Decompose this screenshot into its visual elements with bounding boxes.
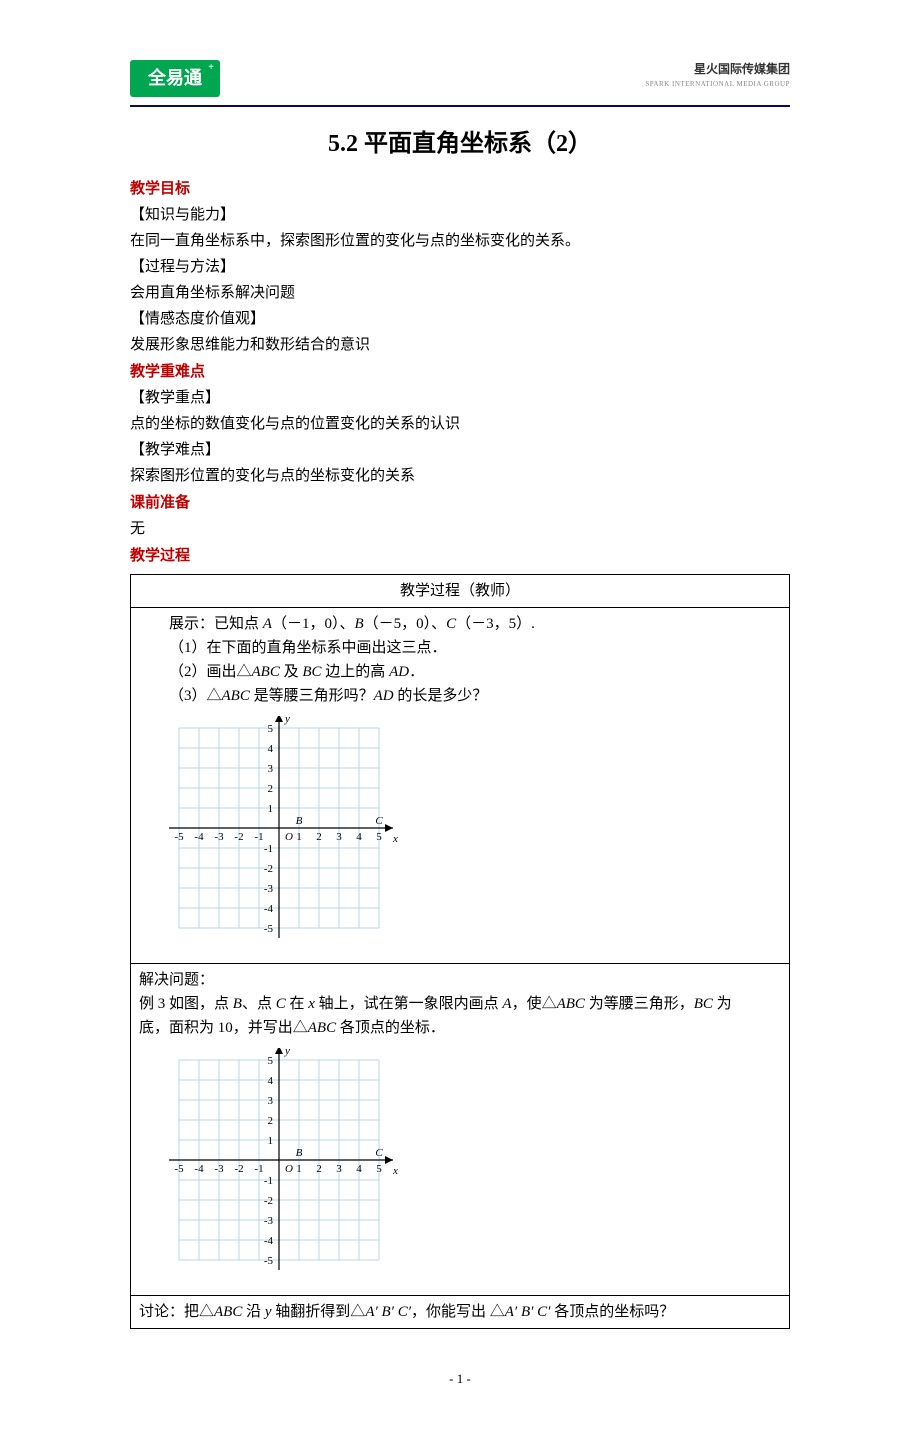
svg-text:1: 1 bbox=[268, 803, 274, 815]
company-name: 星火国际传媒集团 bbox=[645, 60, 790, 79]
process-label: 【过程与方法】 bbox=[130, 255, 790, 279]
emotion-label: 【情感态度价值观】 bbox=[130, 307, 790, 331]
svg-text:2: 2 bbox=[268, 1115, 274, 1127]
svg-text:2: 2 bbox=[268, 783, 274, 795]
svg-text:B: B bbox=[296, 815, 303, 827]
item-3: （3）△ABC 是等腰三角形吗？AD 的长是多少？ bbox=[139, 684, 781, 708]
svg-text:5: 5 bbox=[268, 1055, 274, 1067]
section-proc: 教学过程 bbox=[130, 544, 790, 568]
svg-text:3: 3 bbox=[336, 1163, 342, 1175]
svg-text:-1: -1 bbox=[254, 1163, 263, 1175]
svg-text:-5: -5 bbox=[264, 1255, 274, 1267]
svg-text:3: 3 bbox=[336, 831, 342, 843]
svg-text:-5: -5 bbox=[264, 923, 274, 935]
svg-text:-4: -4 bbox=[194, 831, 204, 843]
diff-text: 探索图形位置的变化与点的坐标变化的关系 bbox=[130, 464, 790, 488]
svg-text:2: 2 bbox=[316, 831, 322, 843]
emotion-text: 发展形象思维能力和数形结合的意识 bbox=[130, 333, 790, 357]
svg-text:-1: -1 bbox=[264, 1175, 273, 1187]
section-keydiff: 教学重难点 bbox=[130, 360, 790, 384]
table-row-2: 解决问题： 例 3 如图，点 B、点 C 在 x 轴上，试在第一象限内画点 A，… bbox=[131, 964, 790, 1296]
diff-label: 【教学难点】 bbox=[130, 438, 790, 462]
table-row-1: 展示：已知点 A（－1，0）、B（－5，0）、C（－3，5）. （1）在下面的直… bbox=[131, 608, 790, 964]
svg-text:4: 4 bbox=[356, 831, 362, 843]
svg-text:-2: -2 bbox=[264, 1195, 273, 1207]
svg-text:1: 1 bbox=[268, 1135, 274, 1147]
svg-text:1: 1 bbox=[296, 831, 302, 843]
svg-text:y: y bbox=[284, 716, 290, 725]
example-line2: 底，面积为 10，并写出△ABC 各顶点的坐标． bbox=[139, 1016, 781, 1040]
grid-chart-1: -5 -4 -3 -2 -1 1 2 3 4 5 1 2 3 4 5 -1 -2 -3 -4 -5 Ox y B C bbox=[159, 716, 781, 951]
prep-text: 无 bbox=[130, 517, 790, 541]
svg-text:5: 5 bbox=[268, 723, 274, 735]
svg-text:3: 3 bbox=[268, 1095, 274, 1107]
key-label: 【教学重点】 bbox=[130, 386, 790, 410]
grid-chart-2: -5 -4 -3 -2 -1 1 2 3 4 5 1 2 3 4 5 -1 -2 -3 -4 -5 Ox y B C bbox=[159, 1048, 781, 1283]
svg-text:5: 5 bbox=[376, 1163, 382, 1175]
logo-plus: + bbox=[208, 60, 214, 76]
svg-text:-3: -3 bbox=[264, 883, 274, 895]
show-line: 展示：已知点 A（－1，0）、B（－5，0）、C（－3，5）. bbox=[139, 612, 781, 636]
logo-text: 全易通 bbox=[148, 68, 202, 88]
table-head: 教学过程（教师） bbox=[131, 575, 790, 608]
section-prep: 课前准备 bbox=[130, 491, 790, 515]
page-title: 5.2 平面直角坐标系（2） bbox=[130, 125, 790, 163]
header-rule bbox=[130, 105, 790, 107]
key-text: 点的坐标的数值变化与点的位置变化的关系的认识 bbox=[130, 412, 790, 436]
svg-text:3: 3 bbox=[268, 763, 274, 775]
svg-text:5: 5 bbox=[376, 831, 382, 843]
svg-text:-3: -3 bbox=[214, 1163, 224, 1175]
svg-text:-3: -3 bbox=[264, 1215, 274, 1227]
section-goal: 教学目标 bbox=[130, 177, 790, 201]
header-company: 星火国际传媒集团 SPARK INTERNATIONAL MEDIA GROUP bbox=[645, 60, 790, 90]
solve-title: 解决问题： bbox=[139, 968, 781, 992]
page-header: 全易通 + 星火国际传媒集团 SPARK INTERNATIONAL MEDIA … bbox=[130, 60, 790, 97]
svg-text:-5: -5 bbox=[174, 831, 184, 843]
svg-text:x: x bbox=[392, 1165, 398, 1177]
svg-text:-2: -2 bbox=[264, 863, 273, 875]
svg-text:C: C bbox=[375, 1147, 383, 1159]
svg-text:-4: -4 bbox=[194, 1163, 204, 1175]
svg-text:B: B bbox=[296, 1147, 303, 1159]
svg-text:-5: -5 bbox=[174, 1163, 184, 1175]
example-line1: 例 3 如图，点 B、点 C 在 x 轴上，试在第一象限内画点 A，使△ABC … bbox=[139, 992, 781, 1016]
svg-text:1: 1 bbox=[296, 1163, 302, 1175]
svg-text:-4: -4 bbox=[264, 1235, 274, 1247]
svg-text:y: y bbox=[284, 1048, 290, 1057]
svg-text:x: x bbox=[392, 833, 398, 845]
svg-text:4: 4 bbox=[268, 1075, 274, 1087]
item-1: （1）在下面的直角坐标系中画出这三点． bbox=[139, 636, 781, 660]
svg-text:-2: -2 bbox=[234, 1163, 243, 1175]
svg-text:C: C bbox=[375, 815, 383, 827]
svg-text:4: 4 bbox=[268, 743, 274, 755]
logo-badge: 全易通 + bbox=[130, 60, 220, 97]
svg-text:-4: -4 bbox=[264, 903, 274, 915]
svg-text:-1: -1 bbox=[254, 831, 263, 843]
company-sub: SPARK INTERNATIONAL MEDIA GROUP bbox=[645, 79, 790, 90]
knowledge-label: 【知识与能力】 bbox=[130, 203, 790, 227]
svg-text:-3: -3 bbox=[214, 831, 224, 843]
svg-text:O: O bbox=[285, 1163, 293, 1175]
svg-text:-1: -1 bbox=[264, 843, 273, 855]
knowledge-text: 在同一直角坐标系中，探索图形位置的变化与点的坐标变化的关系。 bbox=[130, 229, 790, 253]
process-text: 会用直角坐标系解决问题 bbox=[130, 281, 790, 305]
svg-text:-2: -2 bbox=[234, 831, 243, 843]
svg-text:O: O bbox=[285, 831, 293, 843]
svg-text:4: 4 bbox=[356, 1163, 362, 1175]
table-row-3: 讨论：把△ABC 沿 y 轴翻折得到△A′ B′ C′，你能写出 △A′ B′ … bbox=[131, 1296, 790, 1329]
svg-text:2: 2 bbox=[316, 1163, 322, 1175]
item-2: （2）画出△ABC 及 BC 边上的高 AD． bbox=[139, 660, 781, 684]
page-number: - 1 - bbox=[130, 1369, 790, 1390]
process-table: 教学过程（教师） 展示：已知点 A（－1，0）、B（－5，0）、C（－3，5）.… bbox=[130, 574, 790, 1329]
